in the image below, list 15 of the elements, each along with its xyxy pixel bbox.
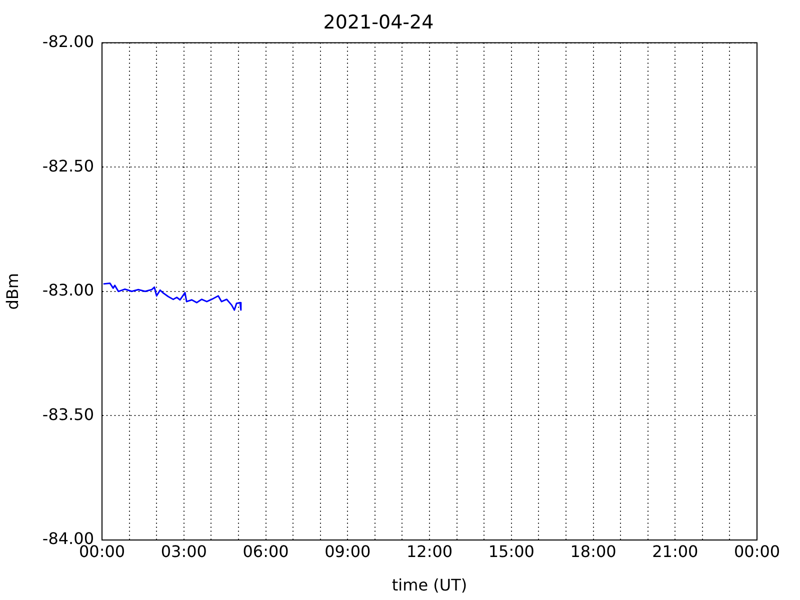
x-axis-title: time (UT): [392, 576, 468, 595]
x-tick-label: 09:00: [324, 542, 371, 561]
x-tick-label: 21:00: [652, 542, 698, 561]
y-tick-label: -83.00: [42, 280, 94, 300]
y-tick-label: -82.00: [42, 32, 94, 51]
x-tick-label: 06:00: [242, 542, 289, 561]
x-tick-label: 12:00: [406, 542, 453, 561]
y-tick-label: -82.50: [42, 156, 94, 176]
y-axis-title: dBm: [2, 273, 22, 310]
x-tick-label: 15:00: [488, 542, 534, 561]
chart-title: 2021-04-24: [323, 11, 434, 34]
x-tick-label: 18:00: [570, 542, 616, 561]
x-tick-label: 03:00: [160, 542, 207, 561]
x-tick-label: 00:00: [734, 542, 780, 561]
y-tick-label: -83.50: [42, 404, 94, 424]
